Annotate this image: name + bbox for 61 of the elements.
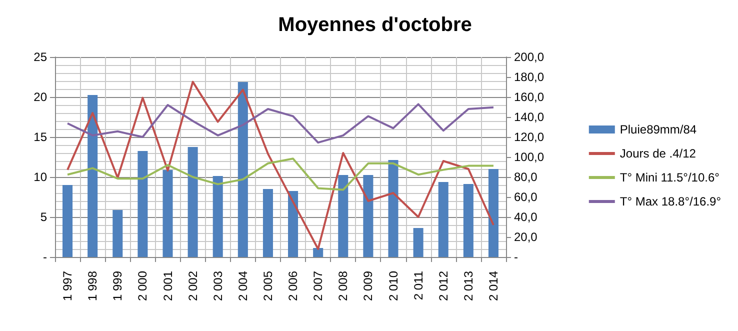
x-tick-label: 2 011 (411, 270, 426, 300)
legend-label: T° Mini 11.5°/10.6° (620, 170, 720, 184)
x-tick-label: 2 008 (336, 270, 350, 302)
bar (262, 189, 273, 257)
y2-tick-label: 160,0 (514, 90, 544, 104)
y-tick-label: 10 (34, 170, 48, 184)
y2-tick-label: 200,0 (514, 50, 544, 64)
bar (413, 228, 424, 257)
x-tick-label: 2 010 (386, 270, 400, 302)
x-tick-label: 2 004 (236, 270, 250, 302)
line-series (66, 158, 494, 191)
y2-tick-label: 40,0 (514, 210, 538, 224)
legend-label: T° Max 18.8°/16.9° (620, 194, 722, 208)
x-tick-label: 2 012 (436, 270, 450, 302)
bar (188, 147, 198, 257)
y-tick-label: - (43, 250, 47, 264)
y2-tick-label: 60,0 (514, 190, 538, 204)
x-tick-label: 2 009 (361, 270, 376, 302)
x-tick-label: 2 000 (136, 270, 150, 302)
bar (438, 182, 448, 257)
y2-tick-label: 120,0 (514, 130, 544, 144)
bar (463, 184, 474, 257)
y2-tick-label: - (514, 250, 518, 264)
y-tick-label: 5 (40, 210, 48, 224)
x-tick-label: 2 014 (486, 270, 500, 302)
x-tick-label: 2 003 (210, 270, 225, 302)
x-tick-label: 2 007 (311, 270, 326, 302)
y2-tick-label: 100,0 (514, 150, 544, 164)
y2-tick-label: 140,0 (514, 110, 544, 124)
bar (363, 175, 374, 257)
bar (238, 82, 248, 257)
x-tick-label: 1 997 (60, 270, 75, 302)
y-tick-label: 15 (34, 130, 48, 144)
y-tick-label: 25 (34, 50, 48, 64)
line-series (66, 103, 494, 144)
y2-tick-label: 20,0 (514, 230, 538, 244)
chart-title: Moyennes d'octobre (278, 14, 472, 36)
bar (88, 95, 98, 257)
bar (313, 248, 324, 257)
bar (388, 160, 398, 257)
bar (112, 210, 123, 257)
line-series (66, 80, 494, 250)
x-tick-label: 2 006 (286, 270, 300, 302)
x-tick-label: 2 005 (260, 270, 275, 302)
bar (162, 170, 173, 257)
y-tick-label: 20 (34, 90, 48, 104)
x-tick-label: 2 002 (186, 270, 200, 302)
x-tick-label: 2 001 (160, 270, 175, 302)
bar (488, 169, 498, 257)
x-tick-label: 2 013 (461, 270, 476, 302)
x-tick-label: 1 998 (86, 270, 100, 302)
bar (338, 175, 348, 257)
x-tick-label: 1 999 (110, 270, 125, 302)
legend-label: Pluie89mm/84 (620, 122, 697, 136)
bar (212, 176, 223, 257)
bar (138, 151, 148, 257)
legend-label: Jours de .4/12 (620, 146, 696, 160)
y2-tick-label: 180,0 (514, 70, 544, 84)
y2-tick-label: 80,0 (514, 170, 538, 184)
bar (62, 185, 73, 257)
bar (288, 191, 298, 257)
